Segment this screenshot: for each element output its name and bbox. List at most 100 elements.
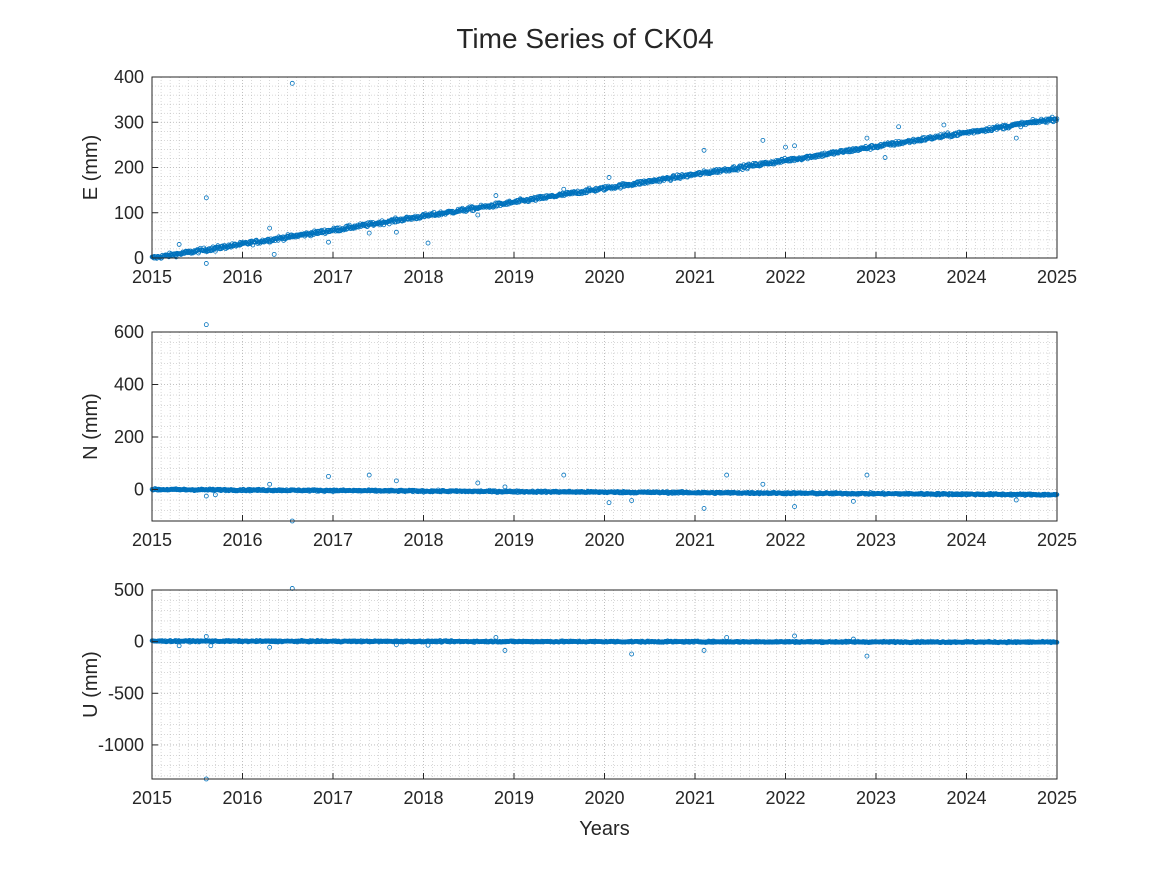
data-point [374,220,379,226]
y-tick-label: 600 [114,322,144,342]
x-tick-label: 2015 [132,267,172,287]
outlier-point [724,635,730,640]
outlier-point [493,193,499,198]
grid [151,76,1058,259]
x-tick-label: 2025 [1037,530,1077,550]
outlier-point [289,80,295,86]
outlier-point [493,635,499,640]
x-tick-label: 2015 [132,530,172,550]
outlier-point [1013,497,1019,503]
outlier-point [941,122,947,128]
outlier-point [561,472,567,478]
x-tick-label: 2018 [403,530,443,550]
outlier-point [850,498,856,504]
outlier-point [203,493,209,499]
outlier-point [267,481,273,487]
y-tick-label: 400 [114,67,144,87]
y-tick-label: 0 [134,480,144,500]
outlier-point [393,642,399,648]
y-tick-label: 200 [114,158,144,178]
x-tick-label: 2021 [675,267,715,287]
outlier-point [393,478,399,484]
x-tick-label: 2019 [494,530,534,550]
y-tick-label: 300 [114,112,144,132]
outlier-point [425,642,431,648]
outlier-point [792,143,797,149]
x-tick-label: 2023 [856,267,896,287]
x-tick-label: 2017 [313,530,353,550]
figure-title: Time Series of CK04 [456,23,713,54]
outlier-point [212,492,218,498]
subplot-east: 2015 2016 2017 2018 2019 2020 2021 2022 2023 2024… [80,67,1077,287]
series-points [149,322,1060,524]
outlier-point [475,212,481,218]
outlier-point [606,175,612,180]
x-tick-label: 2023 [856,530,896,550]
x-tick-label: 2017 [313,267,353,287]
series-points [149,80,1060,266]
outlier-point [267,225,273,231]
y-axis-label: E (mm) [80,135,102,201]
subplot-up: 2015 2016 2017 2018 2019 2020 2021 2022 2023 2024… [80,580,1077,840]
x-tick-label: 2019 [494,267,534,287]
subplot-north: 2015 2016 2017 2018 2019 2020 2021 2022 2023 2024… [80,322,1077,550]
y-tick-label: 400 [114,375,144,395]
x-tick-label: 2018 [403,267,443,287]
outlier-point [561,186,567,192]
outlier-point [701,505,707,511]
outlier-point [1013,135,1019,141]
outlier-point [502,648,508,653]
data-point [1054,118,1059,123]
x-tick-label: 2021 [675,530,715,550]
outlier-point [366,230,372,236]
outlier-point [864,135,870,141]
data-point [979,127,984,133]
outlier-point [203,634,209,639]
outlier-point [701,147,707,153]
outlier-point [606,500,612,506]
outlier-point [475,480,481,486]
outlier-point [267,644,273,650]
data-point [749,163,755,169]
outlier-point [271,251,277,257]
outlier-point [176,643,182,649]
data-point [636,181,641,187]
x-tick-label: 2025 [1037,267,1077,287]
outlier-point [792,504,797,509]
y-tick-label: 100 [114,203,144,223]
outlier-point [629,498,635,503]
outlier-point [502,484,508,490]
x-tick-label: 2022 [765,267,805,287]
x-tick-label: 2024 [946,267,986,287]
y-tick-label: 0 [134,248,144,268]
x-tick-label: 2020 [584,530,624,550]
x-tick-label: 2022 [765,530,805,550]
x-tick-label: 2016 [222,267,262,287]
outlier-point [882,155,888,160]
outlier-point [203,261,209,266]
outlier-point [393,229,399,235]
x-tick-label: 2024 [946,530,986,550]
outlier-point [326,473,331,479]
outlier-point [760,481,766,487]
outlier-point [208,643,214,649]
x-tick-label: 2016 [222,530,262,550]
outlier-point [701,648,707,653]
outlier-point [629,651,635,657]
outlier-point [326,239,331,245]
x-tick-label: 2020 [584,267,624,287]
outlier-point [896,124,902,130]
outlier-point [425,240,431,246]
outlier-point [203,322,209,328]
outlier-point [783,144,788,150]
outlier-point [724,472,730,478]
outlier-point [212,248,218,254]
subplots: 2015 2016 2017 2018 2019 2020 2021 2022 2023 2024… [80,67,1077,840]
outlier-point [176,242,182,247]
y-tick-label: 200 [114,427,144,447]
outlier-point [760,137,766,143]
data-point [751,161,756,166]
plot-area [152,590,1057,779]
outlier-point [203,195,209,201]
